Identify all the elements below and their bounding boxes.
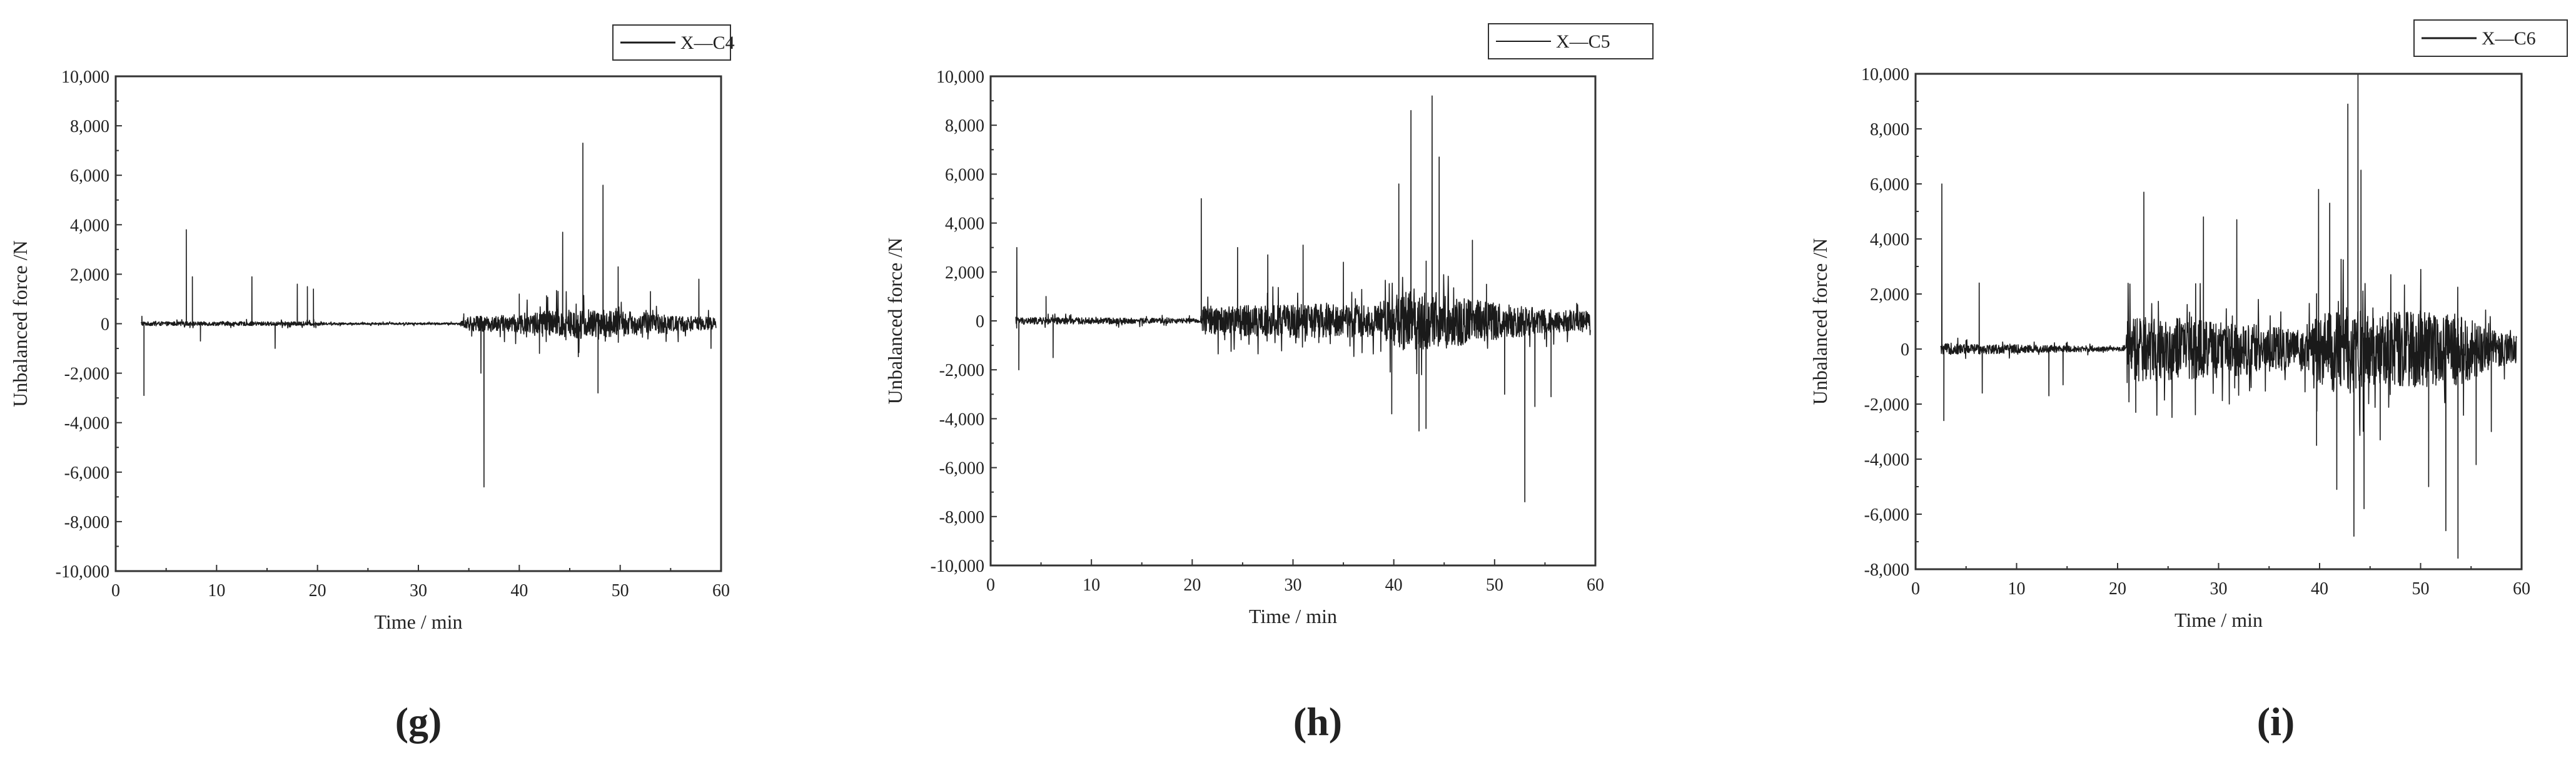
y-tick-label: -2,000 xyxy=(1864,395,1909,415)
x-axis-ticks: 0 10 20 30 40 50 60 xyxy=(111,565,730,600)
x-tick-label: 30 xyxy=(1285,575,1302,595)
y-tick-label: 2,000 xyxy=(1870,285,1909,305)
x-tick-label: 40 xyxy=(2311,579,2328,599)
y-tick-label: 10,000 xyxy=(936,68,984,87)
legend-entry: X—C4 xyxy=(680,33,735,53)
x-tick-label: 20 xyxy=(1183,575,1201,595)
chart-panel-g: 0 10 20 30 40 50 60 -10,000-8,000-6,000-4,000-… xyxy=(9,24,735,744)
series-line xyxy=(141,143,717,488)
y-tick-label: 6,000 xyxy=(70,166,109,186)
x-tick-label: 40 xyxy=(1385,575,1403,595)
y-axis-label: Unbalanced force /N xyxy=(1809,238,1831,405)
legend: X—C4 xyxy=(612,24,735,61)
y-tick-label: 8,000 xyxy=(70,117,109,136)
y-tick-label: -6,000 xyxy=(939,459,984,479)
x-tick-label: 60 xyxy=(712,581,730,600)
series-layer xyxy=(1015,95,1591,503)
series-layer xyxy=(1940,73,2517,559)
y-tick-label: -8,000 xyxy=(1864,560,1909,580)
y-tick-label: 0 xyxy=(976,312,984,332)
y-tick-label: 6,000 xyxy=(945,165,984,185)
y-tick-label: -10,000 xyxy=(56,562,109,582)
y-tick-label: 10,000 xyxy=(1861,65,1909,84)
series-layer xyxy=(141,143,717,488)
y-tick-label: -4,000 xyxy=(939,410,984,429)
y-tick-label: -2,000 xyxy=(939,361,984,380)
y-tick-label: -4,000 xyxy=(1864,450,1909,470)
series-line xyxy=(1015,95,1591,503)
x-tick-label: 60 xyxy=(1587,575,1604,595)
x-axis-label: Time / min xyxy=(2174,609,2263,631)
y-tick-label: -4,000 xyxy=(64,414,109,433)
y-tick-label: 4,000 xyxy=(1870,230,1909,250)
y-axis-ticks: -10,000 -8,000 -6,000 -4,000 -2,000 0 2,000 4,0… xyxy=(931,68,997,576)
y-axis-label: Unbalanced force /N xyxy=(884,238,906,405)
x-tick-label: 10 xyxy=(208,581,225,600)
y-tick-label: -6,000 xyxy=(64,464,109,483)
y-tick-label: -2,000 xyxy=(64,365,109,384)
y-tick-label: 6,000 xyxy=(1870,175,1909,195)
panel-label: (i) xyxy=(2257,699,2295,744)
y-tick-label: 2,000 xyxy=(945,263,984,283)
x-tick-label: 50 xyxy=(1486,575,1503,595)
y-axis-ticks: -10,000 -8,000 -6,000 -4,000 -2,000 0 2,000 4,0… xyxy=(56,68,122,582)
x-tick-label: 30 xyxy=(410,581,427,600)
y-tick-label: -6,000 xyxy=(1864,505,1909,525)
x-tick-label: 30 xyxy=(2210,579,2228,599)
y-tick-label: 2,000 xyxy=(70,265,109,285)
y-tick-label: -8,000 xyxy=(64,513,109,532)
legend: X—C5 xyxy=(1488,23,1654,59)
y-tick-label: 10,000 xyxy=(61,68,109,87)
x-tick-label: 60 xyxy=(2513,579,2530,599)
x-tick-label: 10 xyxy=(1083,575,1100,595)
y-tick-label: 0 xyxy=(101,315,109,335)
legend-entry: X—C5 xyxy=(1556,31,1610,52)
x-tick-label: 40 xyxy=(510,581,528,600)
y-axis-label: Unbalanced force /N xyxy=(9,240,31,407)
x-axis-ticks: 0 10 20 30 40 50 60 xyxy=(1911,563,2530,599)
y-tick-label: 8,000 xyxy=(1870,120,1909,139)
series-line xyxy=(1940,73,2517,559)
y-tick-label: -10,000 xyxy=(931,557,984,576)
x-tick-label: 0 xyxy=(1911,579,1920,599)
x-tick-label: 10 xyxy=(2008,579,2026,599)
legend: X—C6 xyxy=(2413,19,2568,57)
y-axis-ticks: -8,000 -6,000 -4,000 -2,000 0 2,000 4,000 6,000… xyxy=(1861,65,1922,580)
x-axis-label: Time / min xyxy=(374,611,462,633)
y-tick-label: -8,000 xyxy=(939,508,984,527)
x-tick-label: 20 xyxy=(2109,579,2126,599)
y-tick-label: 8,000 xyxy=(945,116,984,136)
x-tick-label: 0 xyxy=(986,575,995,595)
y-tick-label: 4,000 xyxy=(70,216,109,235)
x-axis-label: Time / min xyxy=(1249,605,1337,627)
legend-entry: X—C6 xyxy=(2482,28,2536,49)
x-axis-ticks: 0 10 20 30 40 50 60 xyxy=(986,559,1604,595)
y-tick-label: 0 xyxy=(1901,340,1909,360)
panel-label: (h) xyxy=(1293,699,1342,744)
x-tick-label: 20 xyxy=(309,581,326,600)
x-tick-label: 0 xyxy=(111,581,120,600)
chart-panel-i: 0 10 20 30 40 50 60 -8,000 -6,000 -4,000 -2,000 0 2… xyxy=(1809,19,2568,744)
chart-panel-h: 0 10 20 30 40 50 60 -10,000-8,000-6,000-4,000-… xyxy=(884,23,1654,744)
panel-label: (g) xyxy=(395,699,442,744)
x-tick-label: 50 xyxy=(612,581,629,600)
x-tick-label: 50 xyxy=(2412,579,2430,599)
y-tick-label: 4,000 xyxy=(945,215,984,234)
